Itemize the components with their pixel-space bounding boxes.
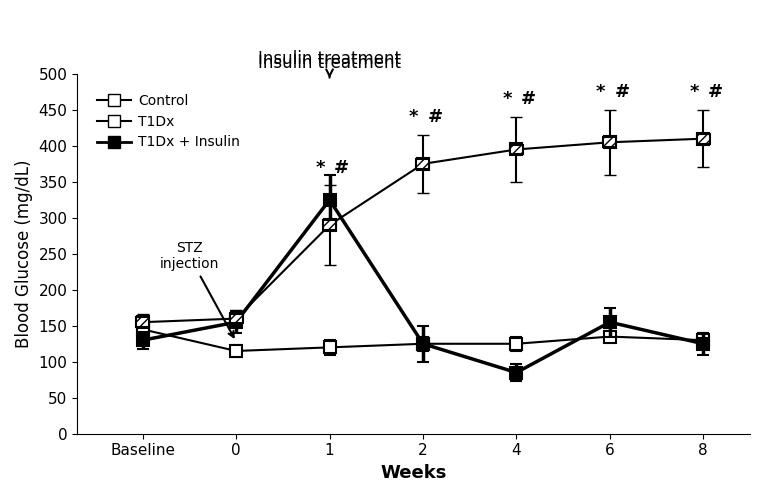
Text: Insulin treatment: Insulin treatment <box>258 54 401 78</box>
Text: *: * <box>409 108 418 126</box>
Bar <box>230 314 243 324</box>
Text: #: # <box>428 108 443 126</box>
Text: #: # <box>334 159 350 177</box>
Bar <box>136 317 149 327</box>
Text: STZ
injection: STZ injection <box>160 241 233 337</box>
Bar <box>323 220 336 230</box>
Bar <box>697 134 710 144</box>
Bar <box>416 159 429 169</box>
Text: *: * <box>315 159 325 177</box>
Text: *: * <box>503 90 512 108</box>
Text: Insulin treatment: Insulin treatment <box>258 50 401 68</box>
Y-axis label: Blood Glucose (mg/dL): Blood Glucose (mg/dL) <box>15 160 33 348</box>
X-axis label: Weeks: Weeks <box>380 464 447 482</box>
Text: #: # <box>521 90 536 108</box>
Text: #: # <box>614 83 630 101</box>
Legend: Control, T1Dx, T1Dx + Insulin: Control, T1Dx, T1Dx + Insulin <box>91 88 246 155</box>
Bar <box>510 145 523 155</box>
Text: #: # <box>708 83 723 101</box>
Text: *: * <box>596 83 605 101</box>
Bar <box>604 137 617 147</box>
Text: *: * <box>689 83 698 101</box>
